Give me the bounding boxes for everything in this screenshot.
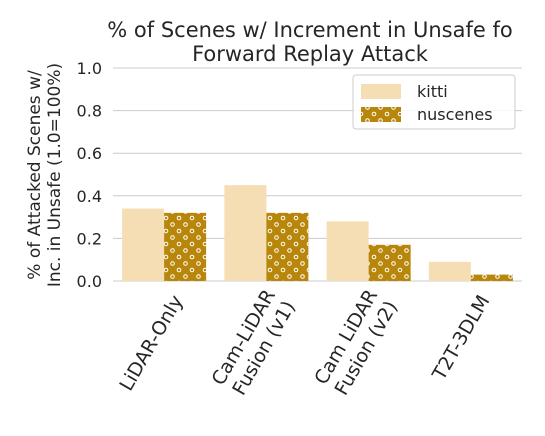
y-axis-label: % of Attacked Scenes w/ Inc. in Unsafe (… xyxy=(25,63,65,287)
bar-nuscenes-4 xyxy=(470,274,513,281)
bar-nuscenes-1 xyxy=(164,212,207,281)
legend-label-nuscenes: nuscenes xyxy=(417,105,493,124)
y-tick-label: 1.0 xyxy=(77,59,102,78)
y-tick-label: 0.2 xyxy=(77,229,102,248)
y-axis-label-line-1: % of Attacked Scenes w/ xyxy=(25,70,45,280)
legend: kitti nuscenes xyxy=(352,74,516,130)
x-tick-label-line: LiDAR-Only xyxy=(115,292,187,395)
chart-title-line-1: % of Scenes w/ Increment in Unsafe fo xyxy=(107,18,512,42)
bars xyxy=(122,185,513,281)
bar-nuscenes-3 xyxy=(368,244,411,281)
y-tick-label: 0.8 xyxy=(77,102,102,121)
bar-kitti-2 xyxy=(224,185,267,281)
x-tick-label-line: T2T-3DLM xyxy=(428,292,495,385)
chart-title: % of Scenes w/ Increment in Unsafe fo Fo… xyxy=(107,18,512,66)
legend-swatch-nuscenes xyxy=(361,107,401,122)
bar-kitti-3 xyxy=(326,221,369,281)
bar-nuscenes-2 xyxy=(266,212,309,281)
legend-swatch-kitti xyxy=(361,84,401,99)
x-tick-label-4: T2T-3DLM xyxy=(428,292,495,385)
y-axis-ticks: 0.0 0.2 0.4 0.6 0.8 1.0 xyxy=(77,59,102,291)
y-tick-label: 0.6 xyxy=(77,144,102,163)
chart-title-line-2: Forward Replay Attack xyxy=(192,42,429,66)
x-tick-label-1: LiDAR-Only xyxy=(115,292,187,395)
legend-label-kitti: kitti xyxy=(417,82,448,101)
bar-kitti-1 xyxy=(122,208,165,281)
y-axis-label-line-2: Inc. in Unsafe (1.0=100%) xyxy=(45,63,65,287)
bar-kitti-4 xyxy=(428,261,471,281)
y-tick-label: 0.0 xyxy=(77,272,102,291)
y-tick-label: 0.4 xyxy=(77,187,102,206)
